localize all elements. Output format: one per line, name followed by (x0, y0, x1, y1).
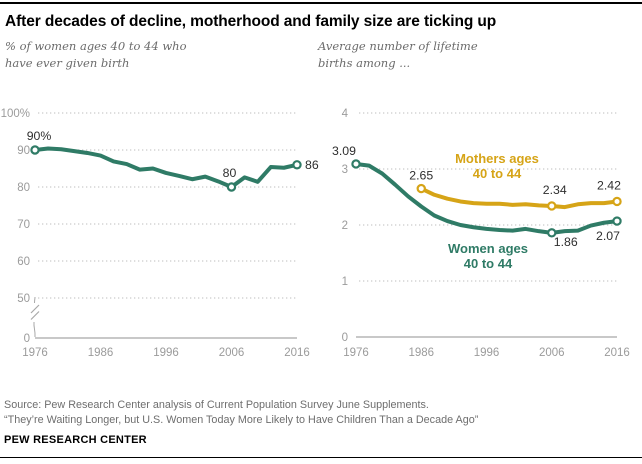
source-line-2: “They’re Waiting Longer, but U.S. Women … (4, 413, 479, 426)
y-tick-label: 1 (342, 276, 348, 288)
source-line-1: Source: Pew Research Center analysis of … (4, 399, 429, 411)
axis-break-icon (30, 304, 40, 320)
y-tick-label: 50 (17, 293, 30, 305)
data-point-marker (612, 196, 622, 207)
x-tick-label: 2006 (219, 347, 245, 359)
data-point-marker (226, 182, 237, 192)
data-series-line (354, 161, 619, 235)
bottom-rule (0, 457, 642, 458)
series-label: Women ages 40 to 44 (448, 241, 528, 271)
y-tick-label: 90 (17, 145, 30, 157)
x-tick-label: 2016 (604, 347, 630, 359)
value-label: 2.42 (597, 178, 621, 192)
data-series-line (419, 186, 619, 210)
axis-break-icon (33, 321, 36, 338)
data-point-marker (547, 201, 557, 211)
x-tick-label: 1976 (343, 347, 369, 359)
data-point-marker (612, 216, 622, 226)
series-label: Mothers ages 40 to 44 (455, 151, 539, 181)
subtitle-right: Average number of lifetime births among … (318, 39, 478, 70)
y-tick-label: 3 (342, 164, 348, 176)
x-tick-label: 1976 (22, 347, 48, 359)
chart-right: 4 3 2 1 0 1976 1986 1996 2006 2016 Mothers ages 40 … (332, 108, 630, 359)
value-label: 90% (27, 129, 52, 143)
x-tick-label: 1996 (153, 347, 179, 359)
chart-title: After decades of decline, motherhood and… (5, 13, 497, 30)
top-rule (0, 2, 642, 4)
x-tick-label: 1986 (408, 347, 434, 359)
axis-break-icon (34, 296, 36, 304)
data-point-marker (30, 145, 40, 155)
value-label: 86 (305, 158, 319, 172)
y-tick-label: 4 (342, 108, 349, 120)
brand: PEW RESEARCH CENTER (4, 434, 147, 446)
x-tick-label: 1986 (88, 347, 114, 359)
y-tick-label: 70 (17, 219, 30, 231)
data-series-line (33, 146, 299, 189)
x-tick-label: 2016 (284, 347, 310, 359)
subtitle-left: % of women ages 40 to 44 who have ever g… (5, 39, 187, 70)
source-note: Source: Pew Research Center analysis of … (4, 398, 478, 428)
data-point-marker (351, 159, 361, 169)
value-label: 1.86 (554, 235, 578, 249)
y-tick-label: 80 (17, 182, 30, 194)
value-label: 2.65 (409, 169, 433, 183)
value-label: 3.09 (332, 144, 356, 158)
data-point-marker (416, 183, 426, 194)
y-tick-label: 60 (17, 256, 30, 268)
x-tick-label: 2006 (539, 347, 565, 359)
data-point-marker (547, 228, 557, 238)
x-tick-label: 1996 (474, 347, 500, 359)
value-label: 2.34 (543, 183, 567, 197)
data-point-marker (292, 160, 302, 170)
chart-left: 100% 90 80 70 60 50 0 1976 1986 1996 2006 2016 90% 80… (1, 108, 319, 359)
y-tick-label: 2 (342, 220, 348, 232)
y-tick-label: 0 (24, 333, 30, 345)
y-tick-label: 100% (1, 108, 30, 120)
value-label: 2.07 (596, 229, 620, 243)
value-label: 80 (223, 166, 237, 180)
y-tick-label: 0 (342, 332, 348, 344)
